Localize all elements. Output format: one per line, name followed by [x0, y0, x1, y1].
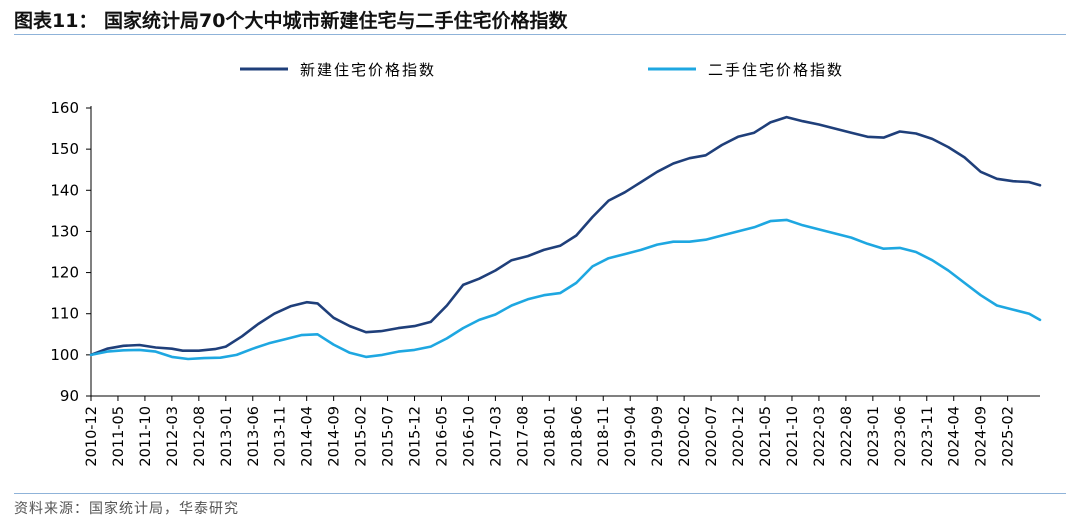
- series-line-1: [89, 115, 1042, 357]
- y-tick-label: 100: [50, 346, 79, 364]
- x-axis: 2010-12 2011-05 2011-10 2012-03 2012-08 2013-…: [84, 395, 1040, 467]
- legend-label-2: 二手住宅价格指数: [708, 61, 844, 79]
- x-tick-label: 2014-04: [300, 406, 316, 467]
- figure-title: 图表11： 国家统计局70个大中城市新建住宅与二手住宅价格指数: [14, 10, 568, 32]
- x-tick-label: 2022-03: [812, 406, 828, 467]
- legend-label-1: 新建住宅价格指数: [300, 61, 436, 79]
- x-tick-label: 2023-11: [920, 406, 936, 467]
- legend: 新建住宅价格指数 二手住宅价格指数: [240, 61, 844, 79]
- plot-area: [89, 115, 1042, 361]
- y-tick-label: 130: [50, 222, 79, 240]
- x-tick-label: 2014-09: [327, 406, 343, 467]
- x-tick-label: 2013-11: [273, 406, 289, 467]
- x-tick-label: 2019-04: [623, 406, 639, 467]
- title-divider: [14, 34, 1066, 35]
- x-tick-label: 2013-01: [219, 406, 235, 467]
- x-tick-label: 2023-01: [866, 406, 882, 467]
- x-tick-label: 2024-09: [974, 406, 990, 467]
- y-axis: 90 100 110 120 130 140 150 160: [50, 99, 92, 405]
- x-tick-label: 2010-12: [84, 406, 100, 467]
- x-tick-label: 2018-06: [569, 406, 585, 467]
- y-tick-label: 140: [50, 181, 79, 199]
- x-tick-label: 2025-02: [1001, 406, 1017, 467]
- x-tick-label: 2016-05: [434, 406, 450, 467]
- y-tick-label: 150: [50, 140, 79, 158]
- y-tick-label: 160: [50, 99, 79, 117]
- x-tick-label: 2022-08: [839, 406, 855, 467]
- source-divider: [14, 493, 1066, 494]
- x-tick-label: 2018-01: [542, 406, 558, 467]
- y-tick-label: 90: [60, 387, 79, 405]
- x-tick-label: 2013-06: [246, 406, 262, 467]
- x-tick-label: 2016-10: [461, 406, 477, 467]
- y-tick-label: 120: [50, 264, 79, 282]
- x-tick-label: 2021-10: [785, 406, 801, 467]
- x-tick-label: 2019-09: [650, 406, 666, 467]
- x-tick-label: 2015-07: [381, 406, 397, 467]
- x-tick-label: 2011-10: [138, 406, 154, 467]
- series-line-2: [89, 218, 1042, 361]
- x-tick-label: 2024-04: [947, 406, 963, 467]
- x-tick-label: 2017-03: [488, 406, 504, 467]
- x-tick-label: 2012-03: [165, 406, 181, 467]
- x-tick-label: 2021-05: [758, 406, 774, 467]
- x-tick-label: 2020-02: [677, 406, 693, 467]
- y-tick-label: 110: [50, 305, 79, 323]
- x-tick-label: 2020-07: [704, 406, 720, 467]
- x-tick-label: 2012-08: [192, 406, 208, 467]
- x-tick-label: 2023-06: [893, 406, 909, 467]
- x-tick-label: 2018-11: [596, 406, 612, 467]
- x-tick-label: 2017-08: [515, 406, 531, 467]
- x-tick-label: 2015-02: [354, 406, 370, 467]
- x-tick-label: 2015-12: [408, 406, 424, 467]
- x-tick-label: 2020-12: [731, 406, 747, 467]
- x-tick-label: 2011-05: [111, 406, 127, 467]
- source-note: 资料来源：国家统计局，华泰研究: [14, 501, 239, 517]
